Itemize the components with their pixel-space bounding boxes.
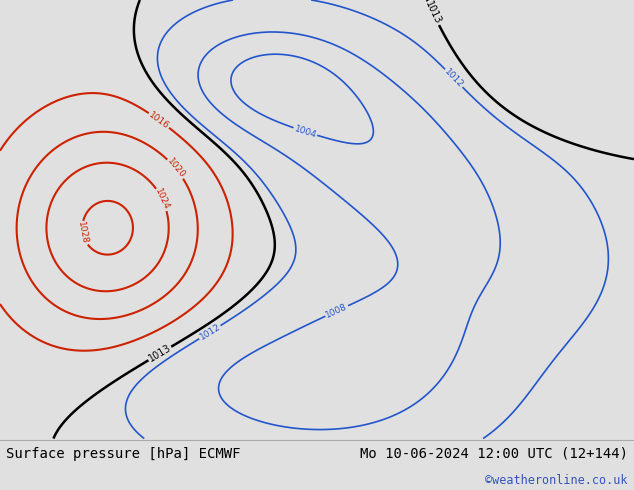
Text: Surface pressure [hPa] ECMWF: Surface pressure [hPa] ECMWF	[6, 447, 241, 461]
Text: ©weatheronline.co.uk: ©weatheronline.co.uk	[485, 474, 628, 487]
Text: 1013: 1013	[424, 0, 443, 26]
Text: 1004: 1004	[293, 124, 318, 140]
Text: 1012: 1012	[443, 67, 465, 90]
Text: 1024: 1024	[153, 187, 171, 212]
Text: 1008: 1008	[325, 302, 349, 320]
Text: 1016: 1016	[147, 110, 171, 131]
Text: 1013: 1013	[146, 343, 173, 364]
Text: 1012: 1012	[198, 322, 222, 342]
Text: 1020: 1020	[165, 157, 186, 180]
Text: 1028: 1028	[76, 221, 89, 245]
Text: Mo 10-06-2024 12:00 UTC (12+144): Mo 10-06-2024 12:00 UTC (12+144)	[359, 447, 628, 461]
